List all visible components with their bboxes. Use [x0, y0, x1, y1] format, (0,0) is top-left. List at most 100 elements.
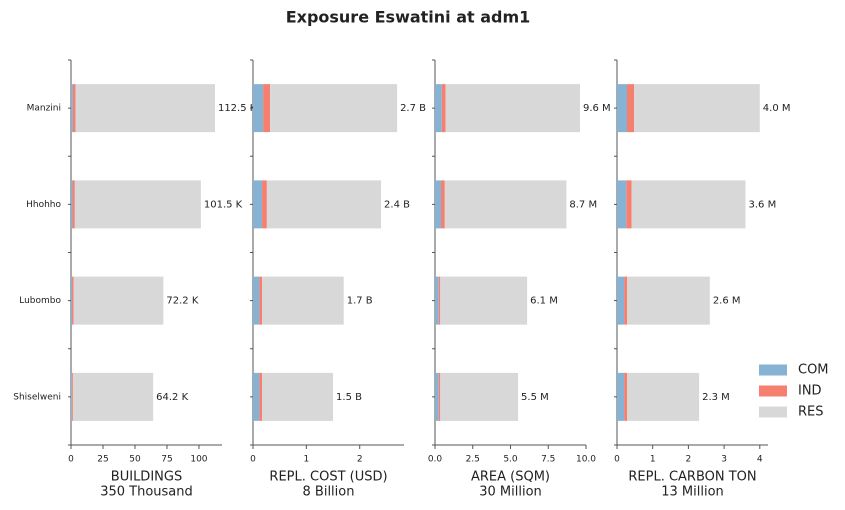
bar-segment — [263, 84, 271, 133]
bar-segment — [72, 180, 75, 229]
total-label: 112.5 K — [218, 103, 257, 114]
legend-label: COM — [798, 363, 829, 378]
bar-segment — [631, 180, 746, 229]
bar-segment — [71, 84, 73, 133]
bar-segment — [72, 84, 76, 133]
bar-segment — [266, 180, 382, 229]
total-label: 2.7 B — [400, 103, 426, 114]
bar-segment — [441, 180, 445, 229]
total-label: 6.1 M — [530, 296, 558, 307]
bar-segment — [438, 372, 441, 421]
bar-segment — [435, 180, 442, 229]
bar-segment — [253, 84, 264, 133]
y-tick-label: Hhohho — [26, 200, 61, 210]
chart-title: Exposure Eswatini at adm1 — [286, 8, 531, 27]
bar-segment — [259, 372, 263, 421]
bar-segment — [435, 84, 442, 133]
total-label: 2.3 M — [702, 392, 730, 403]
x-tick-label: 2 — [357, 455, 363, 465]
legend-label: IND — [798, 384, 822, 399]
bar-segment — [626, 372, 700, 421]
y-tick-label: Shiselweni — [13, 392, 61, 402]
bar-segment — [262, 276, 344, 325]
x-axis-note: 30 Million — [479, 485, 542, 500]
bar-segment — [438, 276, 441, 325]
x-axis-label: REPL. COST (USD) — [269, 470, 387, 485]
x-tick-label: 3 — [721, 455, 727, 465]
bar-segment — [270, 84, 398, 133]
legend-swatch — [759, 385, 787, 397]
bar-segment — [253, 372, 260, 421]
x-axis-label: AREA (SQM) — [471, 470, 550, 485]
bar-segment — [253, 180, 263, 229]
bar-segment — [72, 276, 74, 325]
bar-segment — [624, 372, 627, 421]
x-tick-label: 0 — [68, 455, 74, 465]
x-tick-label: 2 — [686, 455, 692, 465]
bar-segment — [445, 84, 580, 133]
x-axis-label: REPL. CARBON TON — [628, 470, 756, 485]
bar-segment — [444, 180, 567, 229]
x-tick-label: 0 — [614, 455, 620, 465]
x-tick-label: 0.0 — [428, 455, 443, 465]
bar-segment — [74, 180, 201, 229]
bar-segment — [253, 276, 260, 325]
x-axis-note: 8 Billion — [303, 485, 355, 500]
bar-segment — [626, 84, 635, 133]
total-label: 2.4 B — [384, 199, 410, 210]
bar-segment — [262, 372, 334, 421]
bar-segment — [617, 180, 627, 229]
bar-segment — [71, 276, 73, 325]
bar-segment — [262, 180, 267, 229]
y-tick-label: Manzini — [27, 104, 61, 114]
total-label: 9.6 M — [583, 103, 611, 114]
bar-segment — [73, 276, 164, 325]
x-tick-label: 0 — [250, 455, 256, 465]
bar-segment — [440, 276, 528, 325]
bar-segment — [75, 84, 215, 133]
total-label: 4.0 M — [763, 103, 791, 114]
bar-segment — [435, 276, 439, 325]
x-tick-label: 4 — [757, 455, 763, 465]
legend-swatch — [759, 406, 787, 418]
bar-segment — [626, 180, 632, 229]
bar-segment — [624, 276, 627, 325]
total-label: 72.2 K — [166, 296, 198, 307]
bar-segment — [441, 84, 446, 133]
bar-segment — [626, 276, 710, 325]
bar-segment — [435, 372, 439, 421]
total-label: 3.6 M — [749, 199, 777, 210]
bar-segment — [634, 84, 760, 133]
x-tick-label: 50 — [129, 455, 141, 465]
bar-segment — [72, 372, 154, 421]
bar-segment — [71, 180, 73, 229]
total-label: 2.6 M — [713, 296, 741, 307]
x-axis-note: 13 Million — [661, 485, 724, 500]
x-tick-label: 75 — [161, 455, 172, 465]
x-tick-label: 10.0 — [576, 455, 596, 465]
x-tick-label: 1 — [650, 455, 656, 465]
x-tick-label: 2.5 — [466, 455, 480, 465]
bar-segment — [71, 372, 72, 421]
y-tick-label: Lubombo — [19, 296, 61, 306]
total-label: 5.5 M — [521, 392, 549, 403]
total-label: 8.7 M — [569, 199, 597, 210]
bar-segment — [71, 372, 73, 421]
total-label: 1.7 B — [347, 296, 373, 307]
x-tick-label: 1 — [303, 455, 309, 465]
bar-segment — [259, 276, 263, 325]
legend-label: RES — [798, 405, 824, 420]
total-label: 1.5 B — [336, 392, 362, 403]
total-label: 64.2 K — [156, 392, 188, 403]
bar-segment — [617, 372, 625, 421]
x-tick-label: 7.5 — [541, 455, 555, 465]
x-tick-label: 25 — [97, 455, 108, 465]
bar-segment — [617, 276, 625, 325]
x-tick-label: 100 — [190, 455, 207, 465]
bar-segment — [440, 372, 519, 421]
x-tick-label: 5.0 — [503, 455, 518, 465]
x-axis-label: BUILDINGS — [111, 470, 182, 485]
x-axis-note: 350 Thousand — [100, 485, 193, 500]
total-label: 101.5 K — [204, 199, 243, 210]
